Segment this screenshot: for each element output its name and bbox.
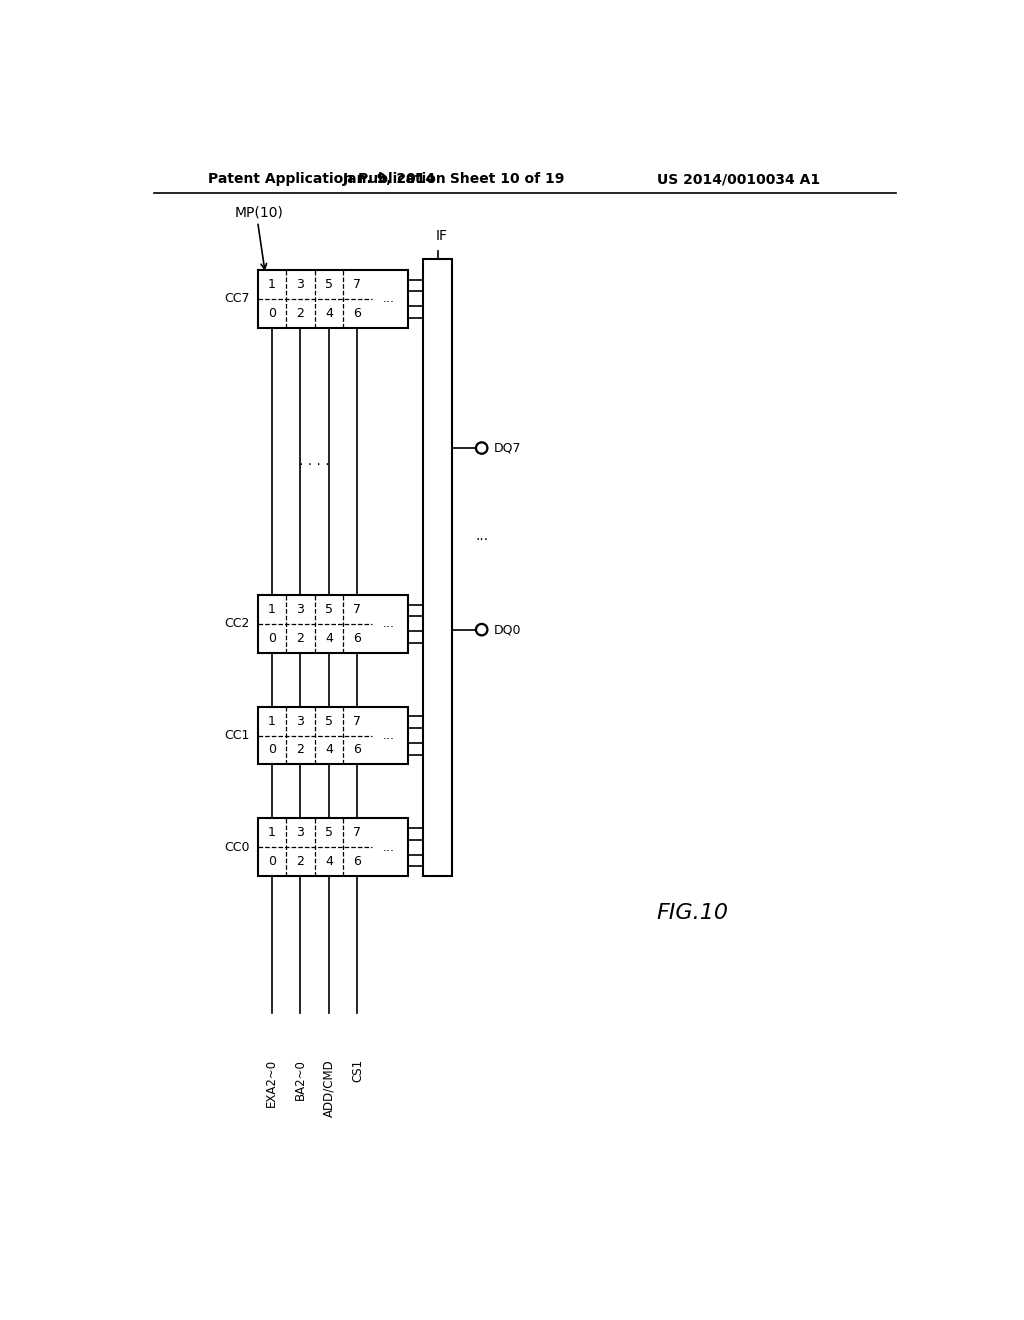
- Text: 5: 5: [325, 826, 333, 840]
- Text: 6: 6: [353, 743, 361, 756]
- Text: 4: 4: [325, 855, 333, 869]
- Text: 3: 3: [297, 603, 304, 616]
- Text: 4: 4: [325, 743, 333, 756]
- Text: US 2014/0010034 A1: US 2014/0010034 A1: [657, 172, 820, 186]
- Text: 3: 3: [297, 826, 304, 840]
- Text: 7: 7: [353, 714, 361, 727]
- Text: 1: 1: [268, 603, 275, 616]
- Text: 7: 7: [353, 279, 361, 290]
- Text: ...: ...: [383, 729, 395, 742]
- Text: CS1: CS1: [351, 1059, 364, 1082]
- Text: ...: ...: [383, 618, 395, 631]
- Text: CC1: CC1: [224, 729, 250, 742]
- Text: 5: 5: [325, 279, 333, 290]
- Text: ...: ...: [475, 529, 488, 543]
- Text: DQ7: DQ7: [494, 441, 521, 454]
- Text: MP(10): MP(10): [234, 206, 284, 219]
- Text: 0: 0: [268, 306, 275, 319]
- Text: IF: IF: [435, 230, 447, 243]
- Bar: [258, 271, 408, 327]
- Text: 3: 3: [297, 279, 304, 290]
- Text: FIG.10: FIG.10: [656, 903, 729, 923]
- Circle shape: [475, 623, 487, 636]
- Circle shape: [475, 442, 487, 454]
- Text: BA2~0: BA2~0: [294, 1059, 307, 1100]
- Text: 0: 0: [268, 743, 275, 756]
- Text: 1: 1: [268, 279, 275, 290]
- Circle shape: [478, 626, 485, 634]
- Text: DQ0: DQ0: [494, 623, 521, 636]
- Text: CC7: CC7: [224, 293, 250, 305]
- Text: 6: 6: [353, 632, 361, 644]
- Text: 0: 0: [268, 632, 275, 644]
- Text: 2: 2: [297, 855, 304, 869]
- Text: 1: 1: [268, 826, 275, 840]
- Text: ...: ...: [383, 841, 395, 854]
- Bar: [258, 706, 408, 764]
- Bar: [258, 818, 408, 876]
- Text: 5: 5: [325, 714, 333, 727]
- Text: 5: 5: [325, 603, 333, 616]
- Text: Patent Application Publication: Patent Application Publication: [208, 172, 445, 186]
- Text: 4: 4: [325, 632, 333, 644]
- Text: 1: 1: [268, 714, 275, 727]
- Text: CC2: CC2: [224, 618, 250, 631]
- Text: 6: 6: [353, 855, 361, 869]
- Text: CC0: CC0: [224, 841, 250, 854]
- Bar: [423, 259, 453, 876]
- Text: 3: 3: [297, 714, 304, 727]
- Circle shape: [478, 445, 485, 451]
- Text: 0: 0: [268, 855, 275, 869]
- Text: ADD/CMD: ADD/CMD: [323, 1059, 336, 1117]
- Text: 2: 2: [297, 306, 304, 319]
- Text: 2: 2: [297, 632, 304, 644]
- Text: 6: 6: [353, 306, 361, 319]
- Text: 7: 7: [353, 603, 361, 616]
- Text: 2: 2: [297, 743, 304, 756]
- Text: 7: 7: [353, 826, 361, 840]
- Bar: [258, 595, 408, 653]
- Text: ...: ...: [383, 293, 395, 305]
- Text: 4: 4: [325, 306, 333, 319]
- Text: EXA2~0: EXA2~0: [265, 1059, 279, 1107]
- Text: . . . .: . . . .: [299, 454, 330, 469]
- Text: Jan. 9, 2014   Sheet 10 of 19: Jan. 9, 2014 Sheet 10 of 19: [343, 172, 565, 186]
